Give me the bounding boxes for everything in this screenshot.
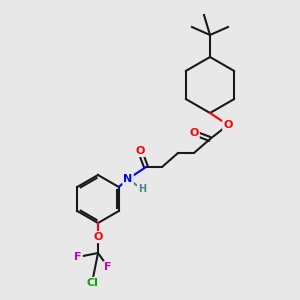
- Text: F: F: [74, 252, 82, 262]
- Text: H: H: [138, 184, 146, 194]
- Text: Cl: Cl: [86, 278, 98, 288]
- Text: N: N: [123, 174, 133, 184]
- Text: O: O: [223, 120, 233, 130]
- Text: O: O: [93, 232, 103, 242]
- Text: O: O: [189, 128, 199, 138]
- Text: F: F: [104, 262, 112, 272]
- Text: O: O: [135, 146, 145, 156]
